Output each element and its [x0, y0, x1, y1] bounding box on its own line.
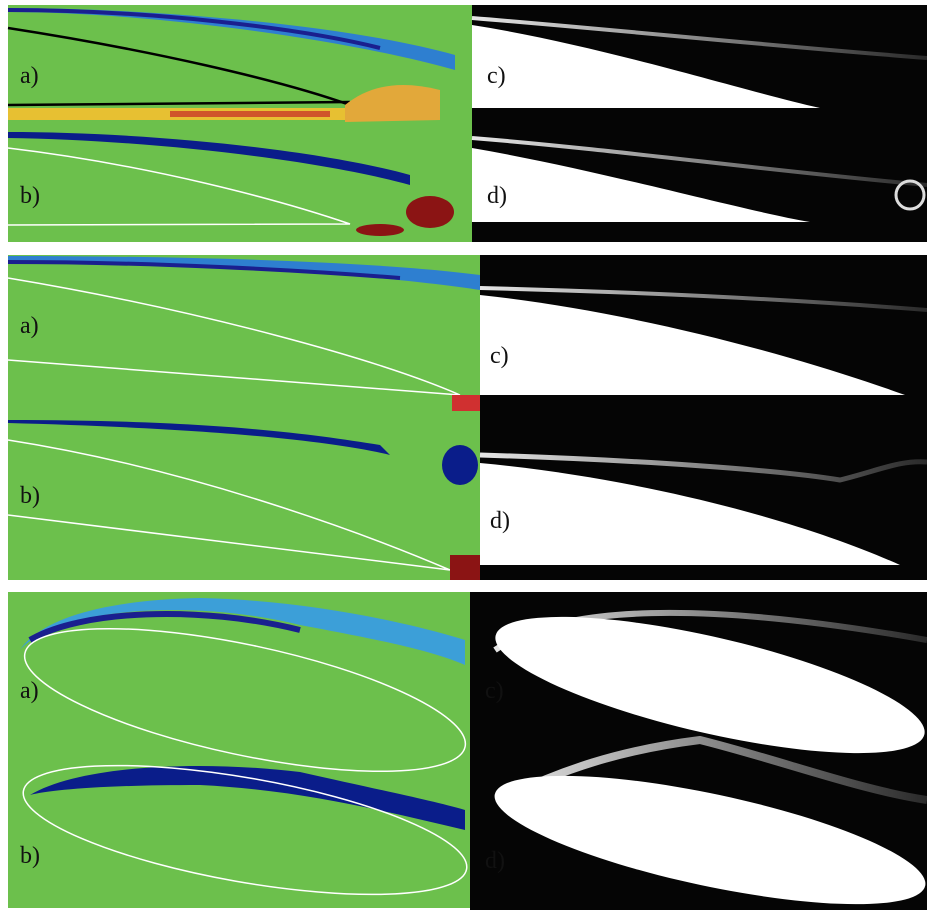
panel-label: d)	[487, 183, 507, 209]
cfd-panel	[8, 255, 480, 580]
panel-label: b)	[20, 843, 40, 869]
panel-label: d)	[490, 508, 510, 534]
panel-label: b)	[20, 483, 40, 509]
wake-region	[450, 555, 480, 580]
row-1	[8, 5, 927, 242]
figure: a) b) c) d) a) b) c) d) a) b) c) d)	[0, 0, 927, 910]
panel-label: a)	[20, 678, 39, 704]
row-2	[8, 255, 927, 580]
vortex-region	[442, 445, 478, 485]
panel-label: c)	[490, 343, 509, 369]
panel-label: a)	[20, 313, 39, 339]
panel-label: c)	[485, 678, 504, 704]
panel-label: d)	[485, 848, 505, 874]
wake-region	[356, 224, 404, 236]
panel-label: c)	[487, 63, 506, 89]
row-3	[8, 589, 927, 910]
panel-label: b)	[20, 183, 40, 209]
shear-core	[170, 111, 330, 117]
wake-region	[406, 196, 454, 228]
panel-label: a)	[20, 63, 39, 89]
wake	[452, 395, 480, 411]
